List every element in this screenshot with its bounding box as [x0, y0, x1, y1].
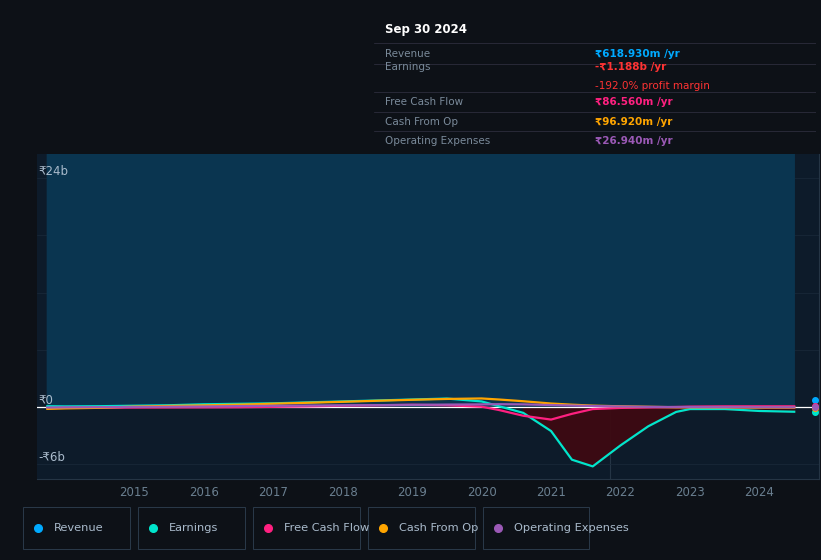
- Text: ₹0: ₹0: [39, 394, 53, 407]
- Text: Free Cash Flow: Free Cash Flow: [284, 523, 369, 533]
- Text: Free Cash Flow: Free Cash Flow: [385, 97, 464, 107]
- Text: -192.0% profit margin: -192.0% profit margin: [595, 81, 710, 91]
- Text: ₹24b: ₹24b: [39, 165, 68, 178]
- Text: ₹96.920m /yr: ₹96.920m /yr: [595, 116, 672, 127]
- Text: Earnings: Earnings: [385, 63, 431, 72]
- Text: Cash From Op: Cash From Op: [385, 116, 458, 127]
- Text: Revenue: Revenue: [54, 523, 103, 533]
- Text: ₹26.940m /yr: ₹26.940m /yr: [595, 136, 673, 146]
- Text: Earnings: Earnings: [169, 523, 218, 533]
- Text: Operating Expenses: Operating Expenses: [514, 523, 628, 533]
- Text: -₹1.188b /yr: -₹1.188b /yr: [595, 63, 667, 72]
- Text: Revenue: Revenue: [385, 49, 430, 59]
- Text: ₹86.560m /yr: ₹86.560m /yr: [595, 97, 673, 107]
- Text: Sep 30 2024: Sep 30 2024: [385, 22, 467, 35]
- Text: Operating Expenses: Operating Expenses: [385, 136, 491, 146]
- Text: Cash From Op: Cash From Op: [399, 523, 478, 533]
- Text: ₹618.930m /yr: ₹618.930m /yr: [595, 49, 680, 59]
- Text: -₹6b: -₹6b: [39, 451, 65, 464]
